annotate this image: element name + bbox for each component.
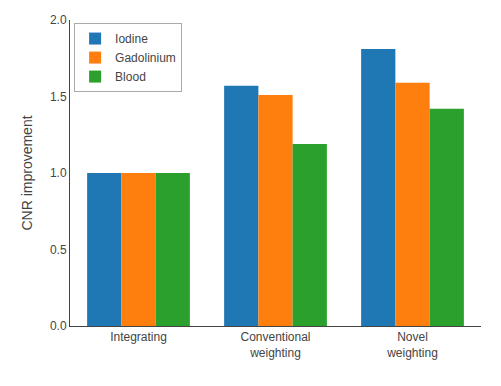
svg-text:Gadolinium: Gadolinium [115,51,176,65]
svg-text:Iodine: Iodine [115,32,148,46]
svg-text:Integrating: Integrating [110,330,167,344]
svg-text:1.0: 1.0 [50,166,67,180]
svg-text:2.0: 2.0 [50,13,67,27]
svg-text:CNR improvement: CNR improvement [19,115,35,230]
svg-text:0.5: 0.5 [50,243,67,257]
svg-text:Conventionalweighting: Conventionalweighting [240,330,310,360]
svg-text:1.5: 1.5 [50,90,67,104]
svg-text:Blood: Blood [115,70,146,84]
svg-text:Novelweighting: Novelweighting [386,330,438,360]
svg-text:0.0: 0.0 [50,319,67,333]
